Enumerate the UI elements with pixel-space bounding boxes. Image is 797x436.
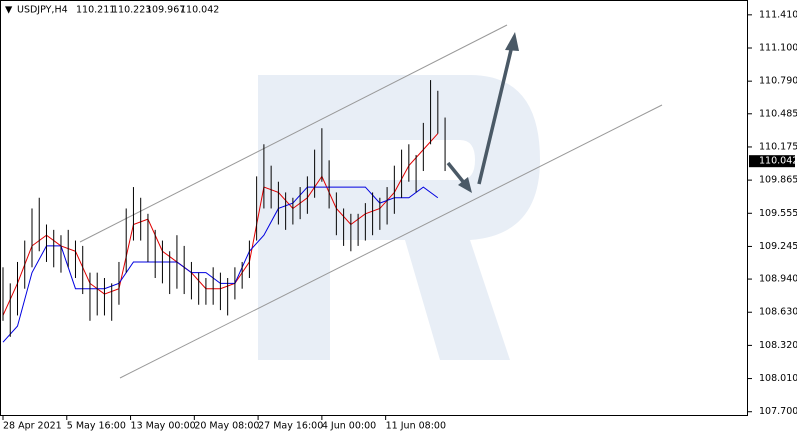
y-tick-label: 108.320 (759, 340, 797, 351)
x-tick-label: 4 Jun 00:00 (322, 421, 376, 432)
price-label-box (749, 155, 795, 168)
close: 110.042 (180, 5, 219, 16)
y-tick-label: 107.700 (759, 406, 797, 417)
y-tick-label: 109.865 (759, 175, 797, 186)
marks (2, 80, 446, 343)
plot-frame (0, 0, 748, 416)
header-arrow: ▼ (5, 5, 13, 16)
symbol: USDJPY,H4 (17, 5, 68, 16)
x-tick-label: 5 May 16:00 (67, 421, 126, 432)
x-tick-label: 20 May 08:00 (194, 421, 259, 432)
price-label: 110.042 (759, 156, 797, 167)
forecast-arrows (446, 32, 519, 193)
y-tick-label: 108.010 (759, 373, 797, 384)
high: 110.223 (112, 5, 151, 16)
y-tick-label: 109.245 (759, 241, 797, 252)
y-tick-label: 111.410 (759, 9, 797, 20)
x-tick-label: 11 Jun 08:00 (386, 421, 446, 432)
x-tick-label: 27 May 16:00 (258, 421, 323, 432)
channel-lower (119, 104, 663, 379)
y-tick-label: 110.175 (759, 141, 797, 152)
x-tick-label: 13 May 00:00 (131, 421, 196, 432)
x-tick-label: 28 Apr 2021 (3, 421, 62, 432)
channel-upper (79, 24, 508, 243)
watermark (258, 75, 540, 360)
y-tick-label: 111.100 (759, 43, 797, 54)
low: 109.967 (146, 5, 185, 16)
y-tick-label: 109.555 (759, 208, 797, 219)
y-tick-label: 110.790 (759, 76, 797, 87)
y-tick-label: 108.630 (759, 307, 797, 318)
y-tick-label: 110.485 (759, 108, 797, 119)
y-tick-label: 108.940 (759, 274, 797, 285)
open: 110.211 (76, 5, 115, 16)
